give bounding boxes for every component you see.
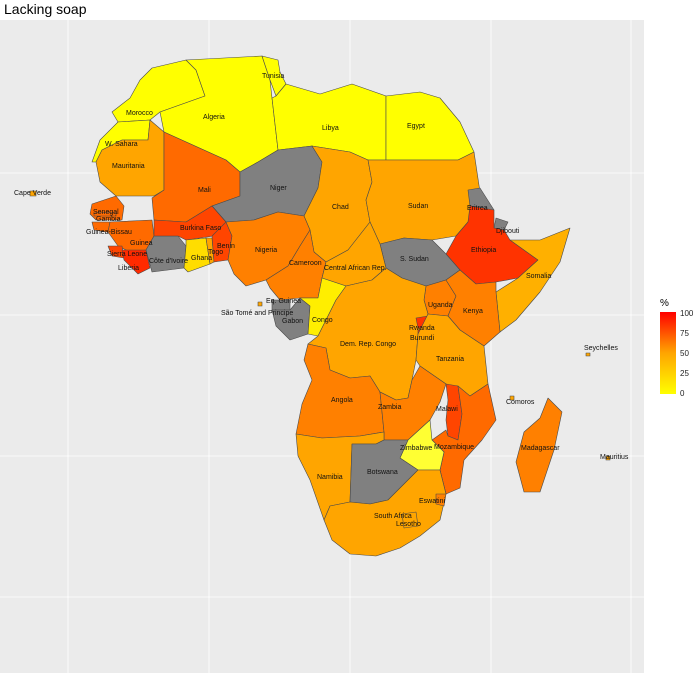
chart-title: Lacking soap — [4, 1, 87, 17]
label-lesotho: Lesotho — [396, 521, 421, 528]
label-zambia: Zambia — [378, 404, 401, 411]
map-panel: Cape Verde Tunisia Morocco Algeria Libya… — [0, 20, 644, 673]
label-burkina-faso: Burkina Faso — [180, 225, 221, 232]
label-sudan: Sudan — [408, 203, 428, 210]
label-ghana: Ghana — [191, 255, 212, 262]
label-eritrea: Eritrea — [467, 205, 488, 212]
legend-title: % — [660, 298, 669, 309]
label-uganda: Uganda — [428, 302, 453, 309]
label-s-sudan: S. Sudan — [400, 256, 429, 263]
country-mauritania[interactable] — [95, 119, 165, 197]
label-senegal: Senegal — [93, 209, 119, 216]
country-lesotho[interactable] — [401, 511, 419, 529]
label-central-african-rep: Central African Rep. — [324, 265, 387, 272]
label-w-sahara: W. Sahara — [105, 141, 138, 148]
label-guinea: Guinea — [130, 240, 153, 247]
label-tunisia: Tunisia — [262, 73, 284, 80]
label-seychelles: Seychelles — [584, 345, 618, 352]
label-eq-guinea: Eq. Guinea — [266, 298, 301, 305]
label-chad: Chad — [332, 204, 349, 211]
africa-map: Cape Verde Tunisia Morocco Algeria Libya… — [0, 20, 644, 673]
legend-tick-50: 50 — [680, 349, 689, 358]
legend-colorbar — [660, 312, 676, 394]
country-sudan[interactable] — [365, 151, 481, 245]
label-mauritania: Mauritania — [112, 163, 145, 170]
label-comoros: Comoros — [506, 399, 535, 406]
label-gambia: Gambia — [96, 216, 121, 223]
label-djibouti: Djibouti — [496, 228, 520, 235]
label-mauritius: Mauritius — [600, 454, 629, 461]
country-kenya[interactable] — [445, 269, 501, 347]
label-gabon: Gabon — [282, 318, 303, 325]
country-gambia[interactable] — [93, 211, 117, 217]
label-tanzania: Tanzania — [436, 356, 464, 363]
legend-tick-75: 75 — [680, 329, 689, 338]
label-madagascar: Madagascar — [521, 445, 560, 452]
label-somalia: Somalia — [526, 273, 551, 280]
label-congo: Congo — [312, 317, 333, 324]
label-liberia: Liberia — [118, 265, 139, 272]
label-south-africa: South Africa — [374, 513, 412, 520]
label-ethiopia: Ethiopia — [471, 247, 496, 254]
country-comoros[interactable] — [509, 395, 515, 401]
legend-tick-0: 0 — [680, 389, 685, 398]
country-shapes — [29, 55, 611, 557]
label-cape-verde: Cape Verde — [14, 190, 51, 197]
label-algeria: Algeria — [203, 114, 225, 121]
label-mozambique: Mozambique — [434, 444, 474, 451]
label-libya: Libya — [322, 125, 339, 132]
label-burundi: Burundi — [410, 335, 435, 342]
country-egypt[interactable] — [385, 91, 475, 161]
country-liberia[interactable] — [121, 249, 151, 275]
country-seychelles[interactable] — [585, 352, 591, 357]
country-mauritius[interactable] — [605, 455, 611, 461]
country-somalia[interactable] — [495, 227, 571, 333]
label-kenya: Kenya — [463, 308, 483, 315]
label-cameroon: Cameroon — [289, 260, 322, 267]
label-guinea-bissau: Guinea-Bissau — [86, 229, 132, 236]
country-madagascar[interactable] — [515, 397, 563, 493]
label-rwanda: Rwanda — [409, 325, 435, 332]
label-morocco: Morocco — [126, 110, 153, 117]
label-togo: Togo — [208, 249, 223, 256]
label-sierra-leone: Sierra Leone — [107, 251, 147, 258]
legend-tick-100: 100 — [680, 309, 694, 318]
label-niger: Niger — [270, 185, 287, 192]
label-namibia: Namibia — [317, 474, 343, 481]
country-labels: Cape Verde Tunisia Morocco Algeria Libya… — [14, 73, 629, 528]
country-cape-verde[interactable] — [29, 190, 37, 197]
label-sao-tome: São Tomé and Principe — [221, 310, 293, 317]
label-benin: Benin — [217, 243, 235, 250]
country-sao-tome[interactable] — [257, 301, 263, 307]
label-angola: Angola — [331, 397, 353, 404]
label-nigeria: Nigeria — [255, 247, 277, 254]
label-zimbabwe: Zimbabwe — [400, 445, 432, 452]
country-south-africa[interactable] — [323, 469, 447, 557]
color-legend: % 100 75 50 25 0 — [658, 298, 698, 408]
label-dem-rep-congo: Dem. Rep. Congo — [340, 341, 396, 348]
label-egypt: Egypt — [407, 123, 425, 130]
label-cote-divoire: Côte d'Ivoire — [149, 258, 188, 265]
label-botswana: Botswana — [367, 469, 398, 476]
country-eswatini[interactable] — [435, 493, 447, 507]
label-mali: Mali — [198, 187, 211, 194]
legend-tick-25: 25 — [680, 369, 689, 378]
label-eswatini: Eswatini — [419, 498, 446, 505]
label-malawi: Malawi — [436, 406, 458, 413]
